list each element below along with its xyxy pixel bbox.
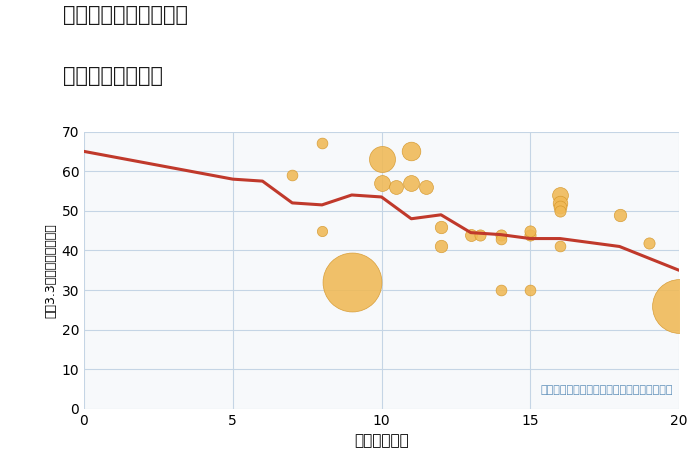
Point <box>554 207 566 215</box>
Point <box>435 223 447 230</box>
X-axis label: 駅距離（分）: 駅距離（分） <box>354 433 409 448</box>
Text: 円の大きさは、取引のあった物件面積を示す: 円の大きさは、取引のあった物件面積を示す <box>540 385 673 395</box>
Point <box>495 235 506 243</box>
Point <box>316 227 328 235</box>
Point <box>554 191 566 199</box>
Point <box>525 227 536 235</box>
Point <box>406 180 417 187</box>
Point <box>465 231 476 238</box>
Point <box>474 231 485 238</box>
Point <box>554 243 566 250</box>
Point <box>554 199 566 207</box>
Point <box>525 231 536 238</box>
Point <box>391 183 402 191</box>
Point <box>435 243 447 250</box>
Point <box>406 148 417 155</box>
Point <box>495 286 506 294</box>
Point <box>287 172 298 179</box>
Point <box>376 156 387 163</box>
Point <box>525 286 536 294</box>
Text: 駅距離別土地価格: 駅距離別土地価格 <box>63 66 163 86</box>
Point <box>644 239 655 246</box>
Point <box>495 231 506 238</box>
Point <box>673 302 685 310</box>
Point <box>421 183 432 191</box>
Point <box>376 180 387 187</box>
Point <box>614 211 625 219</box>
Point <box>346 278 357 286</box>
Point <box>554 203 566 211</box>
Y-axis label: 坪（3.3㎡）単価（万円）: 坪（3.3㎡）単価（万円） <box>44 223 57 318</box>
Point <box>316 140 328 147</box>
Text: 奈良県奈良市百楽園の: 奈良県奈良市百楽園の <box>63 5 188 25</box>
